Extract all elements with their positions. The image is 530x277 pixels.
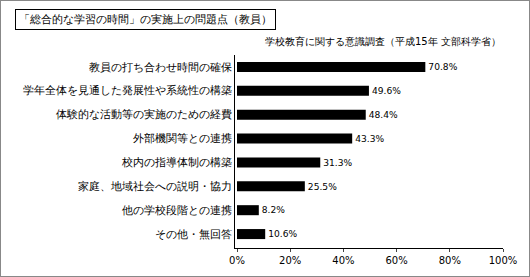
svg-text:学年全体を見通した発展性や系統性の構築: 学年全体を見通した発展性や系統性の構築 [23, 84, 232, 96]
svg-text:学校教育に関する意識調査（平成15年 文部科学省）: 学校教育に関する意識調査（平成15年 文部科学省） [265, 36, 501, 47]
svg-text:家庭、地域社会への説明・協力: 家庭、地域社会への説明・協力 [78, 180, 232, 192]
svg-text:外部機関等との連携: 外部機関等との連携 [133, 132, 232, 144]
svg-text:48.4%: 48.4% [369, 110, 398, 120]
svg-text:体験的な活動等の実施のための経費: 体験的な活動等の実施のための経費 [56, 108, 232, 120]
svg-text:10.6%: 10.6% [268, 229, 297, 239]
svg-text:「総合的な学習の時間」の実施上の問題点（教員）: 「総合的な学習の時間」の実施上の問題点（教員） [19, 13, 272, 26]
svg-text:20%: 20% [279, 255, 301, 266]
svg-text:43.3%: 43.3% [355, 134, 384, 144]
svg-text:31.3%: 31.3% [323, 158, 352, 168]
svg-text:0%: 0% [229, 255, 245, 266]
svg-text:他の学校段階との連携: 他の学校段階との連携 [122, 204, 232, 216]
svg-text:80%: 80% [439, 255, 461, 266]
svg-text:40%: 40% [332, 255, 354, 266]
svg-text:100%: 100% [489, 255, 518, 266]
svg-text:その他・無回答: その他・無回答 [155, 228, 232, 240]
svg-text:70.8%: 70.8% [428, 62, 457, 72]
svg-text:25.5%: 25.5% [308, 182, 337, 192]
svg-text:8.2%: 8.2% [262, 205, 285, 215]
svg-text:教員の打ち合わせ時間の確保: 教員の打ち合わせ時間の確保 [89, 61, 232, 73]
svg-text:60%: 60% [385, 255, 407, 266]
svg-text:校内の指導体制の構築: 校内の指導体制の構築 [121, 156, 232, 168]
svg-text:49.6%: 49.6% [372, 86, 401, 96]
